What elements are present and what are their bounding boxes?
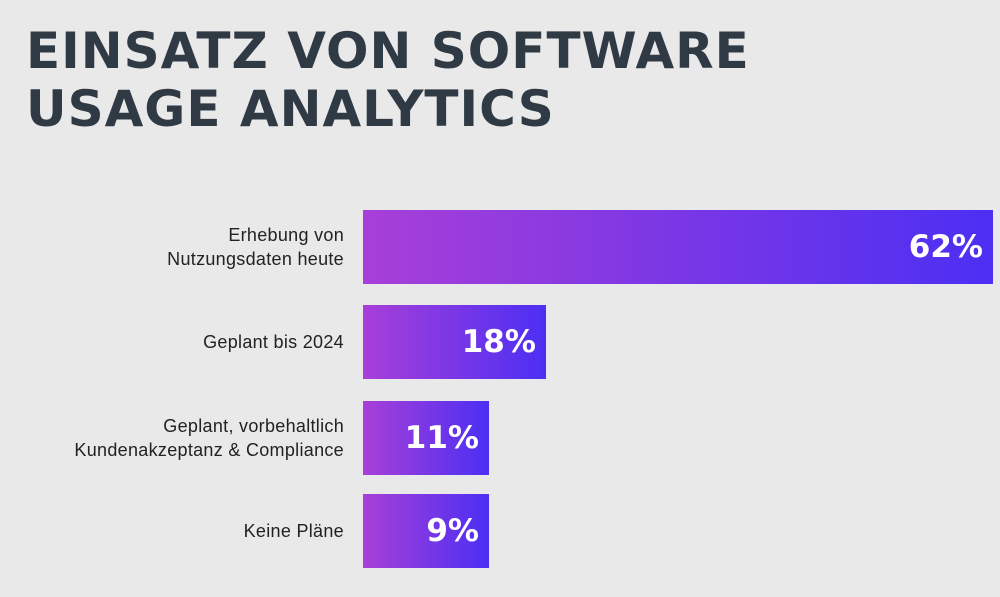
title-line-1: EINSATZ VON SOFTWARE	[26, 22, 750, 80]
category-label: Geplant, vorbehaltlich Kundenakzeptanz & …	[74, 414, 344, 462]
category-label-line: Erhebung von	[228, 225, 344, 245]
bar: 62%	[363, 210, 993, 284]
category-label: Geplant bis 2024	[203, 330, 344, 354]
chart-title: EINSATZ VON SOFTWARE USAGE ANALYTICS	[26, 22, 750, 138]
category-label-line: Nutzungsdaten heute	[167, 249, 344, 269]
title-line-2: USAGE ANALYTICS	[26, 80, 555, 138]
category-label: Keine Pläne	[244, 519, 344, 543]
bar: 9%	[363, 494, 489, 568]
data-label: 11%	[404, 420, 479, 456]
bar: 11%	[363, 401, 489, 475]
category-label: Erhebung von Nutzungsdaten heute	[167, 223, 344, 271]
category-label-line: Keine Pläne	[243, 521, 344, 541]
bar: 18%	[363, 305, 546, 379]
data-label: 9%	[426, 513, 479, 549]
data-label: 62%	[908, 229, 983, 265]
category-label-line: Geplant, vorbehaltlich	[163, 416, 344, 436]
category-label-line: Kundenakzeptanz & Compliance	[74, 440, 344, 460]
data-label: 18%	[461, 324, 536, 360]
category-label-line: Geplant bis 2024	[203, 332, 344, 352]
